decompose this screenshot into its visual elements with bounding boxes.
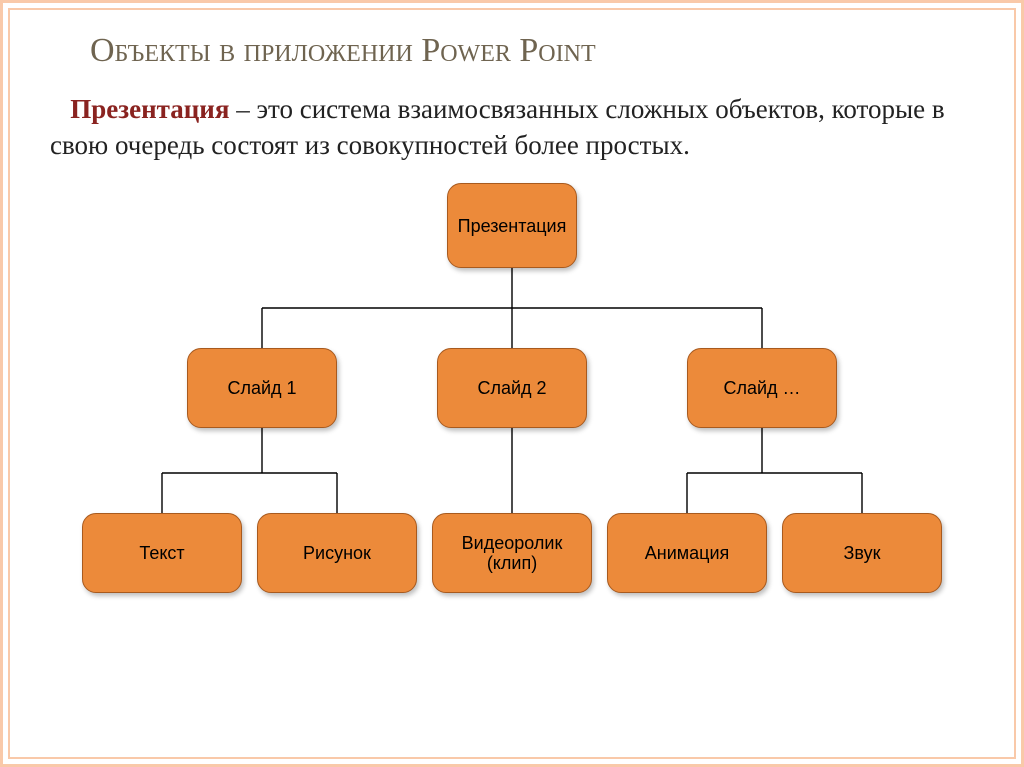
slide-title: Объекты в приложении Power Point <box>50 30 974 73</box>
node-video: Видеоролик (клип) <box>432 513 592 593</box>
node-text: Текст <box>82 513 242 593</box>
node-s3: Слайд … <box>687 348 837 428</box>
node-s2: Слайд 2 <box>437 348 587 428</box>
node-sound: Звук <box>782 513 942 593</box>
slide-paragraph: Презентация – это система взаимосвязанны… <box>50 91 974 164</box>
title-text: Объекты в приложении Power Point <box>90 32 596 69</box>
node-s1: Слайд 1 <box>187 348 337 428</box>
slide-content: Объекты в приложении Power Point Презент… <box>50 30 974 623</box>
node-anim: Анимация <box>607 513 767 593</box>
definition-term: Презентация <box>70 94 229 124</box>
node-pic: Рисунок <box>257 513 417 593</box>
node-root: Презентация <box>447 183 577 268</box>
hierarchy-diagram: Презентация Слайд 1 Слайд 2 Слайд … ТекстРис… <box>72 183 952 623</box>
